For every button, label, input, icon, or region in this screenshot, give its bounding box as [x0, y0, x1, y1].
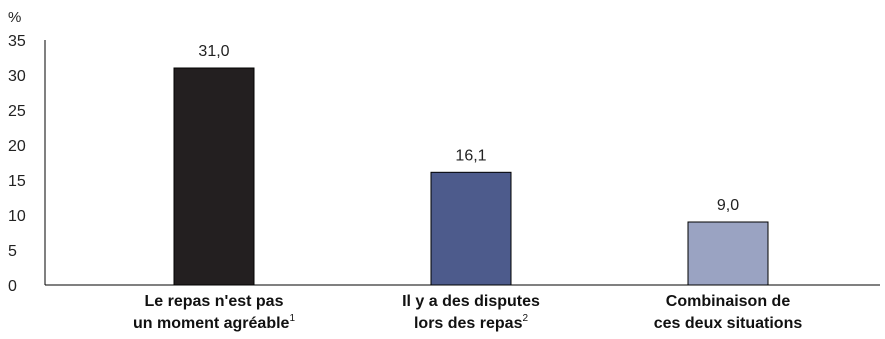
y-tick-label: 15: [8, 173, 26, 190]
category-label-1-line-1: Le repas n'est pas: [145, 293, 284, 310]
category-labels-group: Le repas n'est pas un moment agréable1 Il …: [133, 293, 802, 332]
footnote-marker-2: 2: [522, 313, 528, 324]
y-tick-label: 30: [8, 68, 26, 85]
y-tick-label: 0: [8, 278, 17, 295]
category-label-3-line-1: Combinaison de: [666, 293, 791, 310]
category-label-3-line-2: ces deux situations: [654, 315, 803, 332]
y-tick-label: 25: [8, 103, 26, 120]
y-tick-label: 35: [8, 33, 26, 50]
category-label-2-line-1: Il y a des disputes: [402, 293, 540, 310]
value-label-3: 9,0: [717, 197, 739, 214]
bar-2: [430, 171, 512, 286]
value-labels-group: 31,0 16,1 9,0: [198, 43, 739, 214]
value-label-1: 31,0: [198, 43, 229, 60]
bar-3: [687, 221, 769, 286]
y-axis-ticks: 0 5 10 15 20 25 30 35: [8, 33, 26, 295]
bar-1: [173, 67, 255, 286]
footnote-marker-1: 1: [289, 313, 295, 324]
y-tick-label: 10: [8, 208, 26, 225]
bars-group: [173, 67, 769, 286]
category-label-1-line-2: un moment agréable1: [133, 313, 295, 332]
value-label-2: 16,1: [455, 147, 486, 164]
y-unit-label: %: [8, 9, 21, 26]
y-tick-label: 20: [8, 138, 26, 155]
y-tick-label: 5: [8, 243, 17, 260]
category-label-2-line-2: lors des repas2: [414, 313, 529, 332]
